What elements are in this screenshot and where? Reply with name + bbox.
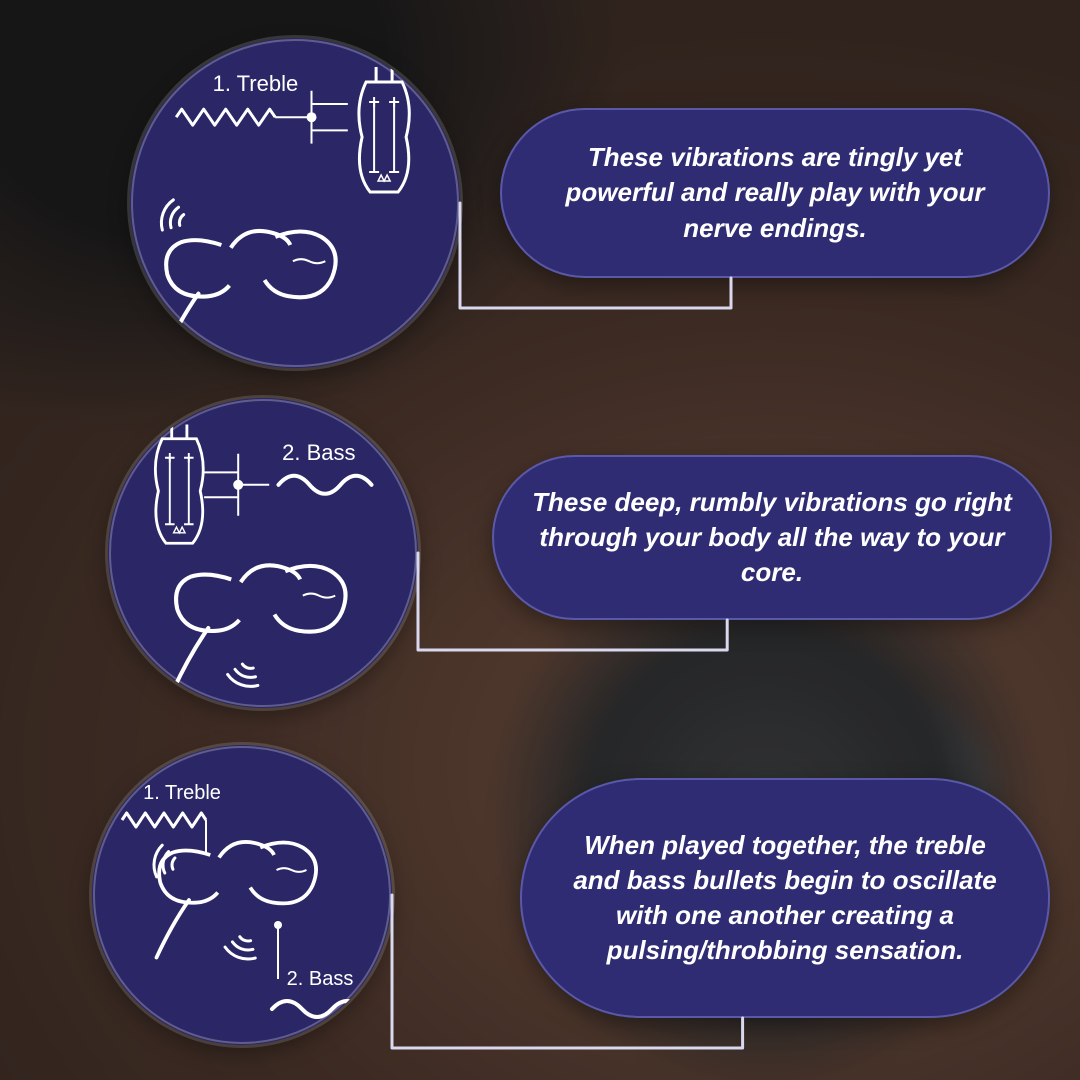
bubble-3: When played together, the treble and bas…	[520, 778, 1050, 1018]
diagram-circle-bass: 2. Bass	[108, 398, 418, 708]
infographic-canvas: 1. Treble 2. Bass 1. Treble 2. Bass These vi…	[0, 0, 1080, 1080]
svg-text:2. Bass: 2. Bass	[282, 440, 355, 465]
diagram-circle-treble: 1. Treble	[130, 38, 460, 368]
bubble-1: These vibrations are tingly yet powerful…	[500, 108, 1050, 278]
svg-text:1. Treble: 1. Treble	[143, 782, 221, 804]
svg-text:2. Bass: 2. Bass	[287, 968, 354, 990]
svg-text:1. Treble: 1. Treble	[213, 71, 299, 96]
diagram-circle-both: 1. Treble 2. Bass	[92, 745, 392, 1045]
bubble-2: These deep, rumbly vibrations go right t…	[492, 455, 1052, 620]
